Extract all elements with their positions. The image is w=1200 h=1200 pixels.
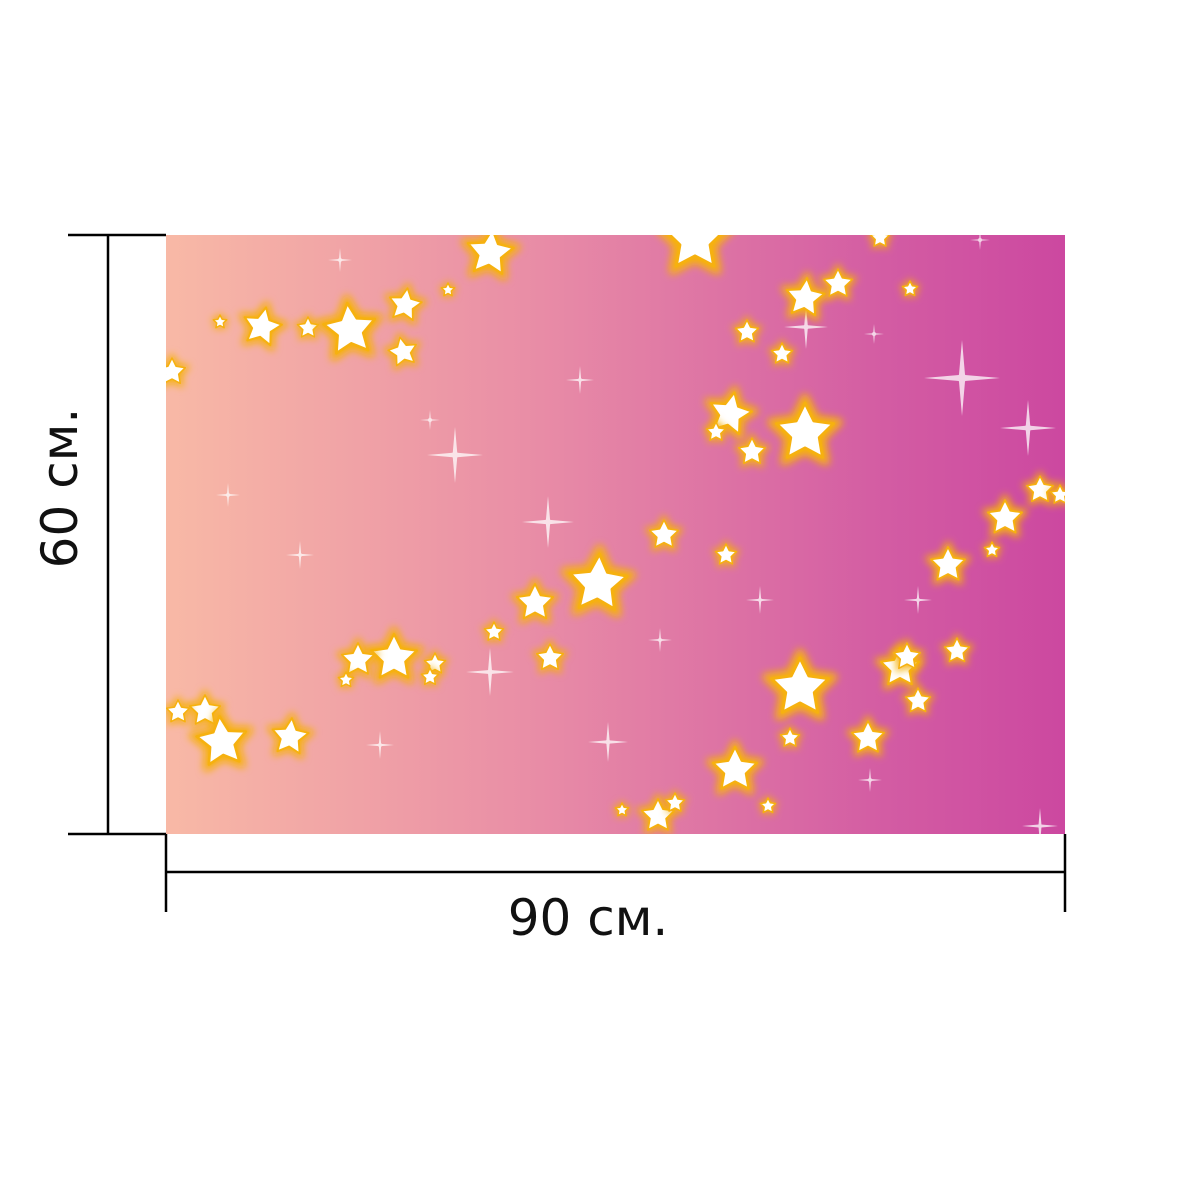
star-icon (780, 272, 831, 321)
sparkle-icon (522, 496, 574, 548)
star-icon (819, 264, 857, 301)
star-icon (1022, 471, 1058, 506)
star-icon (561, 544, 636, 618)
star-icon (982, 539, 1002, 559)
star-icon (511, 578, 559, 624)
sparkle-icon (904, 586, 932, 614)
star-icon (645, 515, 683, 552)
star-icon (768, 339, 796, 366)
star-icon (383, 332, 421, 370)
star-icon (706, 740, 764, 795)
width-dimension (164, 834, 1067, 912)
star-icon (166, 696, 193, 725)
width-label: 90 см. (507, 889, 669, 947)
sparkle-icon (566, 366, 594, 394)
star-icon (901, 684, 935, 716)
star-icon (267, 712, 315, 759)
star-icon (867, 235, 893, 249)
sparkle-icon (588, 722, 628, 762)
sparkle-icon (784, 305, 828, 349)
star-icon (239, 301, 288, 351)
star-icon (532, 639, 568, 674)
star-icon (734, 433, 770, 468)
star-icon (846, 715, 890, 757)
star-icon (982, 494, 1028, 538)
height-dimension (68, 233, 166, 836)
sparkles-layer (216, 235, 1058, 834)
star-icon (777, 724, 803, 749)
sparkle-icon (1000, 400, 1056, 456)
sparkle-icon (216, 483, 240, 507)
star-icon (925, 541, 971, 585)
star-icon (900, 278, 920, 298)
artwork (166, 235, 1065, 834)
sparkle-icon (970, 235, 990, 250)
star-icon (336, 637, 380, 679)
sparkle-icon (1022, 808, 1058, 834)
star-icon (384, 283, 427, 325)
sparkle-icon (924, 340, 1000, 416)
star-icon (315, 294, 383, 361)
sparkle-icon (466, 648, 514, 696)
star-icon (613, 800, 631, 818)
sparkle-icon (864, 324, 884, 344)
sparkle-icon (746, 586, 774, 614)
sparkle-icon (858, 768, 882, 792)
star-icon (481, 618, 507, 643)
star-icon (703, 418, 729, 443)
star-icon (188, 708, 254, 772)
star-icon (662, 789, 688, 814)
star-icon (336, 669, 356, 689)
sparkle-icon (366, 731, 394, 759)
sparkle-icon (648, 628, 672, 652)
star-icon (660, 235, 730, 275)
star-icon (166, 353, 190, 388)
sparkle-icon (286, 541, 314, 569)
star-icon (758, 795, 778, 815)
sparkle-icon (328, 248, 352, 272)
star-icon (211, 312, 229, 330)
stars-layer (166, 235, 1065, 834)
star-icon (364, 626, 424, 684)
sparkle-icon (427, 427, 483, 483)
star-icon (418, 665, 442, 687)
star-icon (762, 648, 838, 721)
star-icon (940, 634, 974, 666)
star-icon (732, 316, 762, 345)
star-icon (712, 540, 740, 567)
star-icon (889, 638, 925, 673)
sparkle-icon (420, 410, 440, 430)
star-icon (1047, 481, 1065, 506)
star-icon (461, 235, 521, 281)
star-icon (767, 393, 843, 466)
height-label: 60 см. (31, 407, 89, 569)
star-icon (439, 280, 457, 298)
